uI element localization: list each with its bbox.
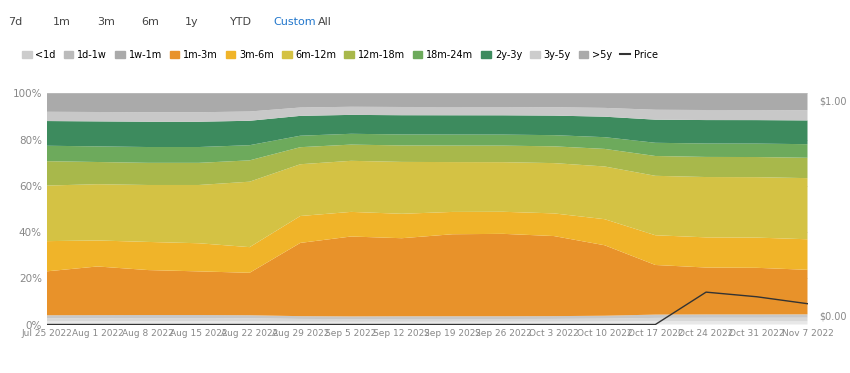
Text: 3m: 3m xyxy=(97,18,115,27)
Text: $0.00: $0.00 xyxy=(819,312,847,322)
Text: YTD: YTD xyxy=(230,18,252,27)
Text: 6m: 6m xyxy=(141,18,159,27)
Legend: <1d, 1d-1w, 1w-1m, 1m-3m, 3m-6m, 6m-12m, 12m-18m, 18m-24m, 2y-3y, 3y-5y, >5y, Pr: <1d, 1d-1w, 1w-1m, 1m-3m, 3m-6m, 6m-12m,… xyxy=(22,50,658,60)
Text: $1.00: $1.00 xyxy=(819,96,847,106)
Text: All: All xyxy=(318,18,332,27)
Text: 1y: 1y xyxy=(185,18,199,27)
Text: Custom: Custom xyxy=(274,18,316,27)
Text: 1m: 1m xyxy=(53,18,71,27)
Text: 7d: 7d xyxy=(8,18,23,27)
